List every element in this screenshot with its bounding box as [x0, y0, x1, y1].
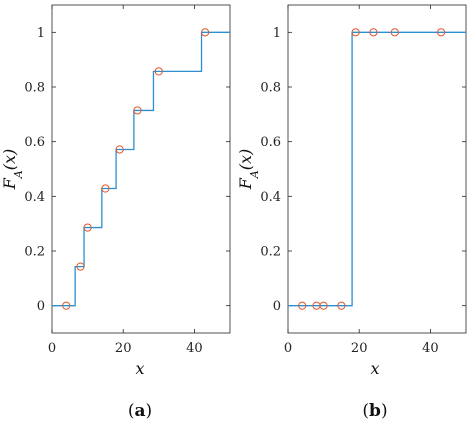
data-point-marker [76, 262, 85, 271]
y-tick-label: 0.4 [24, 190, 45, 205]
data-point-marker [319, 301, 328, 310]
data-point-marker [390, 28, 399, 37]
axes-box [287, 4, 467, 334]
y-tick-label: 0.8 [24, 81, 45, 96]
y-tick-label: 0.2 [260, 245, 281, 260]
data-point-marker [83, 223, 92, 232]
data-point-marker [101, 184, 110, 193]
y-tick-label: 0.6 [260, 135, 281, 150]
x-tick-label: 20 [115, 341, 132, 356]
x-tick-label: 40 [422, 341, 439, 356]
x-tick-label: 40 [186, 341, 203, 356]
x-axis-label: x [135, 359, 144, 378]
data-point-marker [351, 28, 360, 37]
data-point-marker [337, 301, 346, 310]
y-tick-label: 0.8 [260, 81, 281, 96]
data-point-marker [62, 301, 71, 310]
chart-panel-2: 0 20 40 0 0.2 0.4 0.6 0.8 1 x FA(x) (b) [236, 4, 467, 421]
y-tick-label: 0 [37, 299, 45, 314]
cdf-step-line [52, 31, 230, 307]
x-axis-label: x [370, 359, 379, 378]
x-tick-label: 20 [351, 341, 368, 356]
data-point-marker [369, 28, 378, 37]
y-tick-label: 0.4 [260, 190, 281, 205]
x-tick-label: 0 [48, 341, 56, 356]
panel-caption: (a) [128, 401, 152, 421]
y-axis-label: FA(x) [0, 149, 25, 191]
x-tick-label: 0 [284, 341, 292, 356]
y-tick-label: 1 [273, 26, 281, 41]
data-point-marker [298, 301, 307, 310]
y-tick-label: 0 [273, 299, 281, 314]
data-point-marker [133, 106, 142, 115]
data-point-marker [115, 145, 124, 154]
data-point-marker [200, 28, 210, 37]
axes-box [51, 4, 231, 334]
y-tick-label: 0.6 [24, 135, 45, 150]
data-point-marker [436, 28, 446, 37]
y-axis-label: FA(x) [236, 149, 261, 191]
y-tick-label: 0.2 [24, 245, 45, 260]
y-tick-label: 1 [37, 26, 45, 41]
data-point-marker [154, 67, 163, 76]
chart-panel-1: 0 20 40 0 0.2 0.4 0.6 0.8 1 x FA(x) (a) [0, 4, 231, 421]
panel-caption: (b) [362, 401, 387, 421]
cdf-step-line [288, 31, 466, 307]
